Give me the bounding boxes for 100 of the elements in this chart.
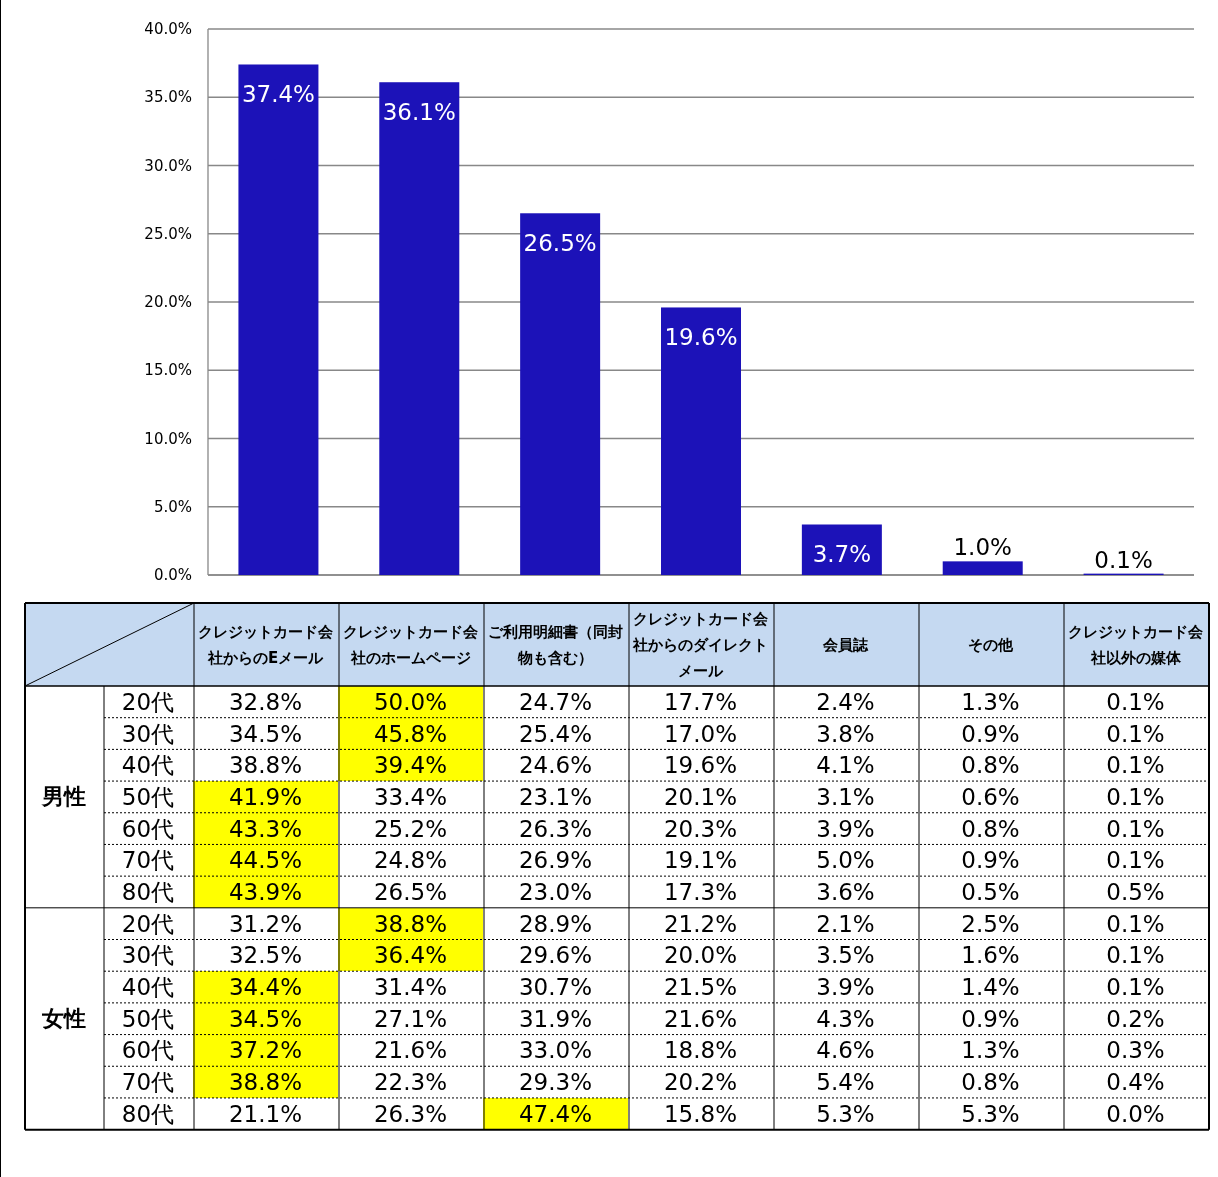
y-tick-label: 70代 [120, 846, 176, 876]
data-label: 0.8% [918, 1066, 1063, 1098]
data-label: 24.7% [483, 686, 628, 718]
data-label: 2.1% [773, 907, 918, 940]
data-label: 36.1% [382, 99, 456, 126]
data-label: 26.9% [483, 844, 628, 877]
bar [661, 307, 741, 575]
data-label: 23.0% [483, 876, 628, 908]
data-label: 0.8% [918, 812, 1063, 845]
data-label: 28.9% [483, 907, 628, 940]
bar [801, 524, 882, 575]
data-label: 19.1% [628, 844, 773, 877]
y-tick-label: 30代 [120, 719, 176, 749]
data-label: 4.1% [773, 749, 918, 782]
y-tick-label: 40.0% [144, 20, 192, 38]
data-label: 0.0% [1063, 1097, 1208, 1130]
data-label: 0.3% [1063, 1034, 1208, 1067]
data-label: 38.8% [193, 749, 338, 782]
y-tick-label: 40代 [120, 973, 176, 1003]
data-label: 0.9% [918, 844, 1063, 877]
data-label: 21.6% [628, 1002, 773, 1035]
data-label: 2.4% [773, 686, 918, 718]
data-label: 41.9% [193, 781, 338, 813]
data-label: 3.5% [773, 939, 918, 972]
y-tick-label: 20代 [120, 687, 176, 717]
data-label: 0.5% [918, 876, 1063, 908]
data-label: 24.8% [338, 844, 483, 877]
data-label: 0.2% [1063, 1002, 1208, 1035]
data-label: 43.3% [193, 812, 338, 845]
bar [238, 64, 319, 575]
y-tick-label: 50代 [120, 1004, 176, 1034]
data-label: 38.8% [338, 907, 483, 940]
data-label: 20.1% [628, 781, 773, 813]
data-label: 23.1% [483, 781, 628, 813]
data-label: 32.5% [193, 939, 338, 972]
data-label: 17.0% [628, 717, 773, 750]
data-label: 0.1% [1063, 971, 1208, 1003]
data-label: 50.0% [338, 686, 483, 718]
data-label: 0.9% [918, 717, 1063, 750]
bar [379, 82, 460, 575]
bar [942, 561, 1023, 575]
x-tick-label: クレジットカード会社以外の媒体 [1063, 603, 1208, 686]
y-tick-label: 30代 [120, 941, 176, 971]
data-label: 32.8% [193, 686, 338, 718]
data-label: 26.3% [338, 1097, 483, 1130]
data-label: 0.5% [1063, 876, 1208, 908]
data-label: 5.0% [773, 844, 918, 877]
data-label: 33.4% [338, 781, 483, 813]
data-label: 0.1% [1063, 907, 1208, 940]
y-tick-label: 10.0% [144, 429, 192, 448]
x-tick-label: ご利用明細書（同封物も含む） [483, 603, 628, 686]
y-tick-label: 5.0% [153, 497, 192, 516]
data-label: 3.9% [773, 812, 918, 845]
data-label: 34.4% [193, 971, 338, 1003]
x-tick-label: クレジットカード会社のホームページ [338, 603, 483, 686]
data-label: 1.4% [918, 971, 1063, 1003]
data-label: 38.8% [193, 1066, 338, 1098]
data-label: 3.8% [773, 717, 918, 750]
y-tick-label: 80代 [120, 877, 176, 907]
data-label: 21.1% [193, 1097, 338, 1130]
data-label: 18.8% [628, 1034, 773, 1067]
data-label: 19.6% [628, 749, 773, 782]
data-label: 0.1% [1063, 717, 1208, 750]
data-label: 26.5% [338, 876, 483, 908]
y-tick-label: 35.0% [144, 88, 192, 107]
data-label: 0.9% [918, 1002, 1063, 1035]
data-label: 31.2% [193, 907, 338, 940]
data-label: 39.4% [338, 749, 483, 782]
data-label: 30.7% [483, 971, 628, 1003]
data-label: 21.5% [628, 971, 773, 1003]
data-label: 0.8% [918, 749, 1063, 782]
y-tick-label: 15.0% [144, 361, 192, 380]
y-tick-label: 25.0% [144, 224, 192, 243]
data-label: 17.3% [628, 876, 773, 908]
data-label: 15.8% [628, 1097, 773, 1130]
data-label: 1.3% [918, 1034, 1063, 1067]
data-label: 47.4% [483, 1097, 628, 1130]
x-tick-label: クレジットカード会社からのダイレクトメール [628, 603, 773, 686]
data-label: 4.6% [773, 1034, 918, 1067]
y-tick-label: 30.0% [144, 156, 192, 175]
data-label: 5.3% [918, 1097, 1063, 1130]
data-label: 3.9% [773, 971, 918, 1003]
data-label: 20.2% [628, 1066, 773, 1098]
data-label: 31.4% [338, 971, 483, 1003]
data-label: 3.6% [773, 876, 918, 908]
data-label: 29.6% [483, 939, 628, 972]
data-label: 37.2% [193, 1034, 338, 1067]
data-label: 20.3% [628, 812, 773, 845]
y-tick-label: 60代 [120, 1036, 176, 1066]
y-tick-label: 20代 [120, 909, 176, 939]
x-tick-label: クレジットカード会社からのEメール [193, 603, 338, 686]
data-label: 3.7% [812, 541, 872, 568]
data-label: 21.6% [338, 1034, 483, 1067]
data-label: 2.5% [918, 907, 1063, 940]
data-label: 25.4% [483, 717, 628, 750]
data-label: 0.6% [918, 781, 1063, 813]
data-label: 36.4% [338, 939, 483, 972]
data-label: 44.5% [193, 844, 338, 877]
data-label: 3.1% [773, 781, 918, 813]
data-label: 26.3% [483, 812, 628, 845]
